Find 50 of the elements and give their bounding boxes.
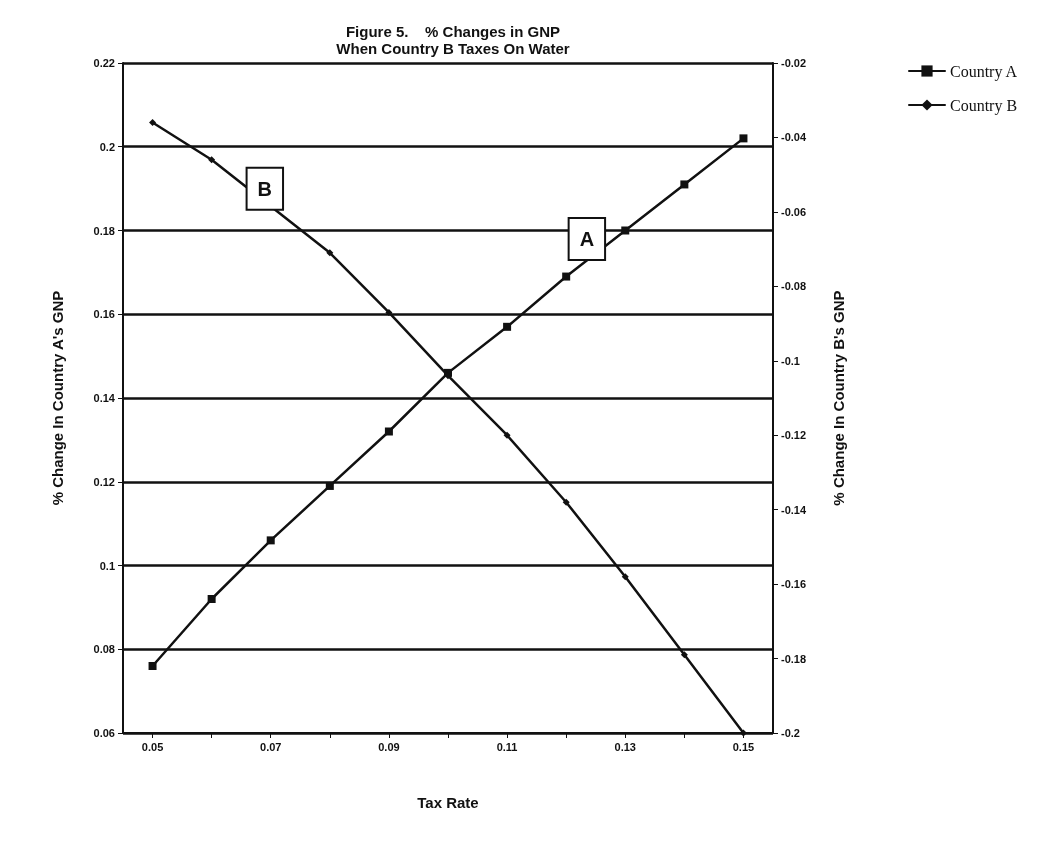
point — [208, 156, 216, 164]
chart-title: Figure 5. % Changes in GNP When Country B Taxes On Water — [336, 23, 570, 57]
y-tick-label: 0.18 — [93, 224, 115, 237]
y-tick-label: 0.08 — [93, 643, 115, 656]
y-tick-label: 0.06 — [93, 727, 115, 739]
point — [503, 322, 512, 331]
y2-tick-label: -0.16 — [781, 578, 807, 591]
point — [207, 595, 216, 603]
y2-tick-label: -0.04 — [781, 131, 807, 144]
y2-tick-label: -0.18 — [781, 652, 807, 665]
x-axis-title: Tax Rate — [417, 794, 479, 811]
point — [149, 119, 157, 127]
point — [621, 573, 629, 581]
y2-tick-label: -0.14 — [781, 503, 807, 516]
y-tick-label: 0.14 — [93, 392, 116, 404]
point — [562, 498, 570, 506]
point — [148, 662, 157, 670]
y-tick-label: 0.1 — [99, 559, 115, 572]
x-tick-label: 0.09 — [378, 740, 400, 753]
x-tick-label: 0.15 — [732, 740, 755, 753]
y2-tick-label: -0.1 — [781, 354, 800, 367]
x-tick-label: 0.05 — [141, 740, 164, 753]
legend-label: Country B — [950, 96, 1018, 115]
y-axis-title: % Change In Country A's GNP — [49, 290, 66, 506]
y-tick-label: 0.2 — [99, 140, 115, 153]
point — [680, 651, 688, 659]
y2-tick-label: -0.06 — [781, 205, 807, 218]
point — [562, 272, 571, 281]
x-tick-label: 0.07 — [260, 740, 282, 753]
annotation: B — [257, 177, 273, 200]
y2-tick-label: -0.08 — [781, 280, 807, 293]
point — [326, 249, 334, 257]
point — [384, 427, 393, 436]
x-tick-label: 0.13 — [614, 740, 636, 753]
x-tick-label: 0.11 — [496, 740, 518, 753]
y-tick-label: 0.22 — [93, 57, 115, 69]
point — [385, 308, 393, 316]
point — [680, 180, 689, 189]
point — [503, 431, 511, 439]
annotation: A — [579, 227, 595, 250]
point — [739, 134, 748, 143]
y-tick-label: 0.12 — [93, 475, 115, 488]
y2-axis-title: % Change In Country B's GNP — [830, 290, 847, 506]
point — [621, 226, 630, 235]
y-tick-label: 0.16 — [93, 308, 115, 321]
y2-tick-label: -0.02 — [781, 57, 807, 69]
legend-label: Country A — [950, 62, 1018, 81]
y2-tick-label: -0.2 — [781, 727, 800, 739]
y2-tick-label: -0.12 — [781, 429, 807, 442]
point — [266, 536, 275, 545]
